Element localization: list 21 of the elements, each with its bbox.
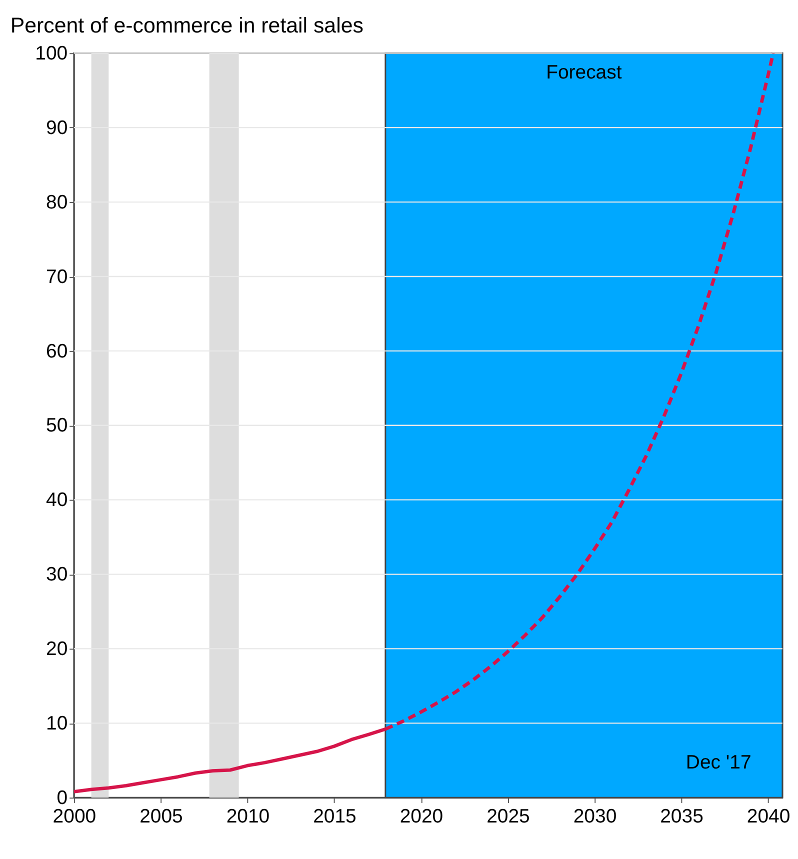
x-tick-label: 2040 — [746, 805, 790, 828]
y-tick-label: 20 — [46, 638, 68, 660]
y-tick-label: 10 — [46, 712, 68, 734]
y-tick-label: 50 — [46, 414, 68, 437]
y-tick-label: 60 — [46, 340, 68, 362]
x-tick-label: 2035 — [660, 805, 704, 828]
chart-title: Percent of e-commerce in retail sales — [10, 14, 364, 38]
x-tick-label: 2005 — [140, 805, 183, 828]
annotation: Dec '17 — [686, 751, 752, 774]
x-tick-label: 2010 — [226, 805, 270, 828]
y-tick-label: 90 — [46, 116, 68, 139]
y-tick-label: 80 — [46, 191, 68, 214]
y-tick-label: 100 — [35, 42, 68, 64]
x-tick-label: 2025 — [486, 805, 530, 828]
y-tick-label: 40 — [46, 489, 68, 512]
x-tick-label: 2015 — [313, 805, 356, 828]
x-tick-label: 2020 — [400, 805, 444, 828]
band-label: Forecast — [546, 61, 622, 84]
x-tick-label: 2030 — [573, 805, 617, 828]
y-tick-label: 70 — [46, 266, 68, 288]
y-tick-label: 30 — [46, 564, 68, 586]
